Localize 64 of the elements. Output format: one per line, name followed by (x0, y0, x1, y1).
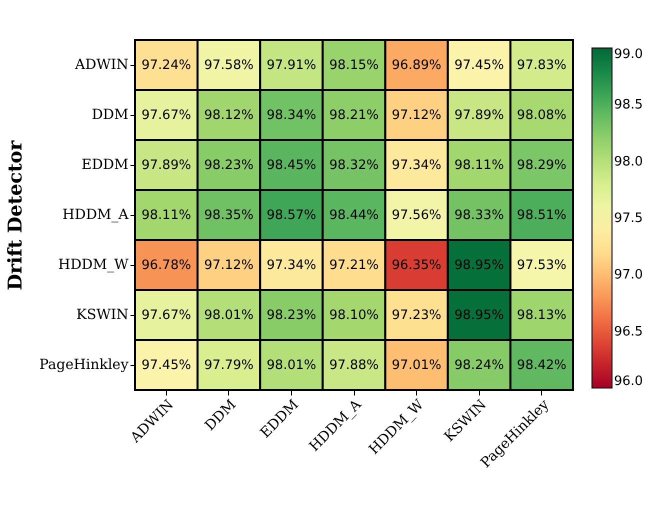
data-label: 98.35% (204, 208, 254, 223)
y-tick-label: HDDM_W (58, 257, 130, 273)
data-label: 97.67% (141, 308, 192, 323)
data-label: 98.23% (204, 158, 254, 173)
data-label: 98.42% (516, 358, 567, 373)
data-label: 97.12% (204, 258, 254, 273)
data-label: 98.33% (454, 208, 504, 223)
data-label: 98.13% (516, 308, 567, 323)
color-bar-label: 98.5 (614, 98, 643, 113)
data-label: 98.57% (266, 208, 316, 223)
data-label: 97.89% (141, 158, 192, 173)
data-label: 97.53% (516, 258, 567, 273)
color-bar-label: 96.0 (614, 374, 643, 389)
data-label: 98.12% (204, 108, 254, 123)
data-label: 98.24% (454, 358, 504, 373)
data-label: 97.21% (329, 258, 379, 273)
data-label: 97.34% (392, 158, 442, 173)
data-label: 97.88% (329, 358, 379, 373)
color-bar-label: 97.5 (614, 211, 643, 226)
data-label: 98.29% (516, 158, 567, 173)
y-tick-label: EDDM (81, 157, 128, 173)
data-label: 97.91% (266, 58, 316, 73)
data-label: 96.78% (141, 258, 192, 273)
data-label: 97.45% (141, 358, 192, 373)
data-label: 98.10% (329, 308, 379, 323)
data-label: 98.01% (204, 308, 254, 323)
data-label: 98.32% (329, 158, 379, 173)
color-bar-label: 99.0 (614, 47, 643, 62)
data-label: 97.56% (392, 208, 442, 223)
data-label: 98.01% (266, 358, 316, 373)
data-label: 97.12% (392, 108, 442, 123)
data-label: 97.83% (516, 58, 567, 73)
data-label: 98.15% (329, 58, 379, 73)
color-bar-label: 97.0 (614, 268, 643, 283)
data-label: 97.24% (141, 58, 192, 73)
data-label: 97.79% (204, 358, 254, 373)
data-label: 97.58% (204, 58, 254, 73)
data-label: 98.08% (516, 108, 567, 123)
y-tick-label: DDM (92, 107, 128, 123)
data-label: 98.44% (329, 208, 379, 223)
data-label: 97.89% (454, 108, 504, 123)
data-label: 97.34% (266, 258, 316, 273)
data-label: 97.01% (392, 358, 442, 373)
y-tick-label: HDDM_A (62, 207, 130, 223)
data-label: 97.67% (141, 108, 192, 123)
y-axis-title: Drift Detector (4, 140, 26, 290)
color-bar-label: 98.0 (614, 154, 643, 170)
data-label: 98.95% (454, 308, 504, 323)
data-label: 96.89% (392, 58, 442, 73)
y-tick-label: PageHinkley (39, 357, 129, 373)
y-tick-label: KSWIN (76, 307, 128, 323)
data-label: 98.95% (454, 258, 504, 273)
color-bar-label: 96.5 (614, 324, 643, 340)
data-label: 98.34% (266, 108, 316, 123)
data-label: 98.45% (266, 158, 316, 173)
data-label: 98.21% (329, 108, 379, 123)
data-label: 97.45% (454, 58, 504, 73)
data-label: 98.51% (516, 208, 567, 223)
data-label: 98.11% (141, 208, 192, 223)
data-label: 96.35% (392, 258, 442, 273)
y-tick-label: ADWIN (74, 57, 128, 73)
data-label: 98.11% (454, 158, 504, 173)
data-label: 97.23% (392, 308, 442, 323)
data-label: 98.23% (266, 308, 316, 323)
